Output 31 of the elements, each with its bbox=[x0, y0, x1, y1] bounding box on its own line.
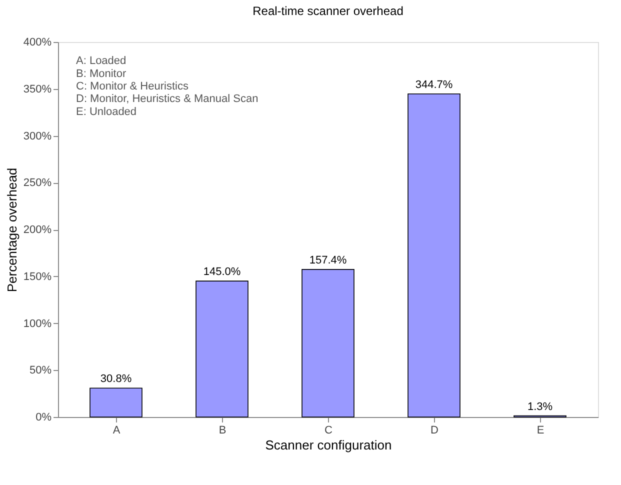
y-tick-label: 0% bbox=[36, 412, 52, 424]
x-axis-title: Scanner configuration bbox=[265, 438, 392, 452]
data-label: 145.0% bbox=[203, 266, 241, 278]
y-tick-label: 250% bbox=[23, 177, 52, 190]
annotation: A: Loaded bbox=[76, 55, 126, 68]
y-axis-title: Percentage overhead bbox=[4, 168, 20, 292]
y-tick-label: 400% bbox=[23, 36, 52, 48]
y-tick-label: 150% bbox=[23, 270, 52, 283]
y-tick-label: 200% bbox=[23, 224, 52, 236]
bar bbox=[408, 93, 460, 418]
bar bbox=[90, 388, 142, 418]
y-tick-label: 300% bbox=[23, 130, 52, 142]
y-tick-label: 100% bbox=[23, 318, 52, 330]
bar bbox=[302, 269, 354, 418]
data-label: 157.4% bbox=[309, 254, 347, 266]
data-label: 344.7% bbox=[415, 78, 453, 91]
x-tick-label: C bbox=[324, 424, 333, 436]
annotation: D: Monitor, Heuristics & Manual Scan bbox=[76, 93, 258, 106]
annotation: E: Unloaded bbox=[76, 106, 137, 118]
data-label: 1.3% bbox=[527, 400, 553, 413]
bar bbox=[196, 280, 248, 418]
x-tick-label: A bbox=[112, 424, 121, 436]
chart-title: Real-time scanner overhead bbox=[252, 4, 404, 18]
x-tick-label: D bbox=[430, 424, 439, 436]
y-tick-label: 50% bbox=[29, 364, 52, 377]
x-tick-label: B bbox=[218, 424, 226, 436]
data-label: 30.8% bbox=[100, 373, 132, 386]
annotation: B: Monitor bbox=[76, 68, 126, 80]
annotation: C: Monitor & Heuristics bbox=[76, 80, 189, 92]
x-tick-label: E bbox=[536, 424, 544, 436]
y-tick-label: 350% bbox=[23, 83, 52, 96]
